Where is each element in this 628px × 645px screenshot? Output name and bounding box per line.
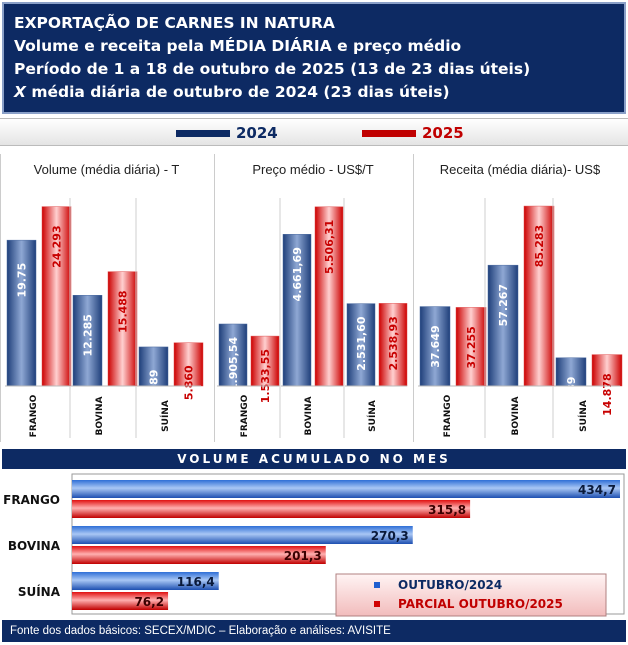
hbar-suína-1 [72,592,169,610]
revenue-chart: 37.649 37.255 FRANGO 57.267 85.283 BOVINA 13.3… [418,198,623,438]
data-label: 19.75 [16,263,29,298]
data-label: 315,8 [428,503,466,517]
bar-suína-2024 [555,357,587,387]
legend-marker-2024 [374,582,380,588]
data-label: 1.905,54 [227,337,240,392]
accumulated-volume-title: VOLUME ACUMULADO NO MES [2,449,626,469]
bar-frango-2024 [218,323,248,387]
header-comparison: X média diária de outubro de 2024 (23 di… [14,81,614,104]
panel-revenue: Receita (média diária)- US$ 37.649 37.255… [413,154,626,442]
data-label: 116,4 [177,575,215,589]
data-label: 24.293 [51,225,64,267]
category-label: BOVINA [511,396,521,435]
category-label: BOVINA [95,396,105,435]
legend-2025-swatch [362,129,416,137]
data-label: 85.283 [533,225,546,267]
accumulated-volume-chart: FRANGO 434,7 315,8 BOVINA 270,3 201,3 SUÍNA 116… [3,473,625,617]
legend-label-2025: PARCIAL OUTUBRO/2025 [398,597,563,611]
bar-bovina-2024 [282,234,312,387]
source-footer: Fonte dos dados básicos: SECEX/MDIC – El… [2,620,626,642]
panel-volume-title: Volume (média diária) - T [33,162,180,177]
data-label: 201,3 [284,549,322,563]
header-banner: EXPORTAÇÃO DE CARNES IN NATURA Volume e … [2,2,626,114]
category-label: FRANGO [29,394,39,437]
data-label: 270,3 [371,529,409,543]
bar-frango-2025 [455,307,487,387]
data-label: 13.389 [565,377,578,419]
legend-2024-swatch [176,129,230,137]
data-label: 12.285 [82,314,95,356]
panel-price-title: Preço médio - US$/T [252,162,374,177]
data-label: 15.488 [117,290,130,332]
category-label: SUÍNA [366,400,378,432]
data-label: 14.878 [601,373,614,415]
panel-price: Preço médio - US$/T 1.905,54 1.533,55 FRAN… [214,154,411,442]
price-chart: 1.905,54 1.533,55 FRANGO 4.661,69 5.506,31 BO… [217,198,408,438]
data-label: 57.267 [497,284,510,326]
vertical-charts-area: Volume (média diária) - T 19.75 24.293 FRA… [0,150,628,446]
bar-suína-2024 [346,303,376,387]
data-label: 5.860 [183,365,196,400]
category-label: FRANGO [443,394,453,437]
legend-2025-label: 2025 [422,124,464,142]
accumulated-volume-area: FRANGO 434,7 315,8 BOVINA 270,3 201,3 SUÍNA 116… [2,472,626,618]
accumulated-legend: OUTUBRO/2024 PARCIAL OUTUBRO/2025 [335,573,607,617]
category-label: FRANGO [240,394,250,437]
hbar-bovina-1 [72,546,326,564]
category-label: SUÍNA [18,584,61,599]
hbar-suína-0 [72,572,219,590]
panel-revenue-title: Receita (média diária)- US$ [439,162,601,177]
header-period: Período de 1 a 18 de outubro de 2025 (13… [14,60,531,78]
bar-frango-2025 [250,335,280,387]
bar-frango-2024 [419,306,451,387]
header-x-mark: X [14,83,26,101]
bar-frango-2024 [6,239,37,387]
legend-2024-label: 2024 [236,124,278,142]
legend-box [335,573,607,617]
legend-2025: 2025 [362,124,464,142]
bar-frango-2025 [41,206,72,387]
legend-marker-2025 [374,601,380,607]
bar-suína-2024 [138,346,169,387]
data-label: 1.533,55 [259,349,272,403]
category-label: FRANGO [3,493,60,507]
bar-bovina-2025 [107,271,138,387]
bar-bovina-2024 [72,295,103,387]
bar-suína-2025 [173,342,204,387]
bar-bovina-2024 [487,264,519,387]
legend-2024: 2024 [176,124,278,142]
data-label: 2.538,93 [387,316,400,370]
category-label: BOVINA [304,396,314,435]
hbar-frango-0 [72,480,620,498]
data-label: 2.531,60 [355,316,368,371]
data-label: 5.289 [148,370,161,405]
data-label: 76,2 [134,595,164,609]
data-label: 37.649 [429,325,442,367]
category-label: BOVINA [8,539,61,553]
category-label: SUÍNA [159,400,171,432]
legend-label-2024: OUTUBRO/2024 [398,578,502,592]
category-label: SUÍNA [577,400,589,432]
hbar-bovina-0 [72,526,413,544]
header-title: EXPORTAÇÃO DE CARNES IN NATURA [14,14,335,32]
data-label: 37.255 [465,326,478,368]
panel-volume: Volume (média diária) - T 19.75 24.293 FRA… [0,154,212,442]
header-subtitle: Volume e receita pela MÉDIA DIÁRIA e pre… [14,37,462,55]
volume-chart: 19.75 24.293 FRANGO 12.285 15.488 BOVINA 5.289… [5,198,204,438]
data-label: 434,7 [578,483,616,497]
data-label: 4.661,69 [291,247,304,301]
bar-bovina-2025 [314,206,344,387]
data-label: 5.506,31 [323,220,336,274]
hbar-frango-1 [72,500,471,518]
header-comparison-text: média diária de outubro de 2024 (23 dias… [25,83,450,101]
year-legend: 2024 2025 [0,118,628,146]
bar-suína-2025 [378,303,408,387]
